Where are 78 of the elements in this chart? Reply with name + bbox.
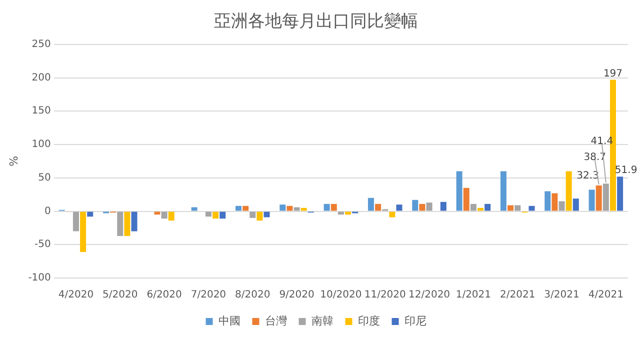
legend-label: 印度: [358, 314, 380, 328]
y-tick-label: 50: [38, 172, 51, 184]
bar: [117, 212, 124, 236]
bar: [528, 206, 535, 211]
legend-label: 南韓: [311, 314, 334, 328]
y-tick-label: 0: [44, 206, 51, 217]
bar: [463, 188, 470, 211]
bar: [588, 190, 595, 211]
legend-label: 印尼: [404, 314, 426, 328]
bar: [80, 212, 86, 252]
bar: [280, 204, 286, 211]
legend-label: 中國: [218, 314, 240, 328]
bar: [220, 212, 226, 219]
bar: [456, 171, 462, 211]
bar: [477, 208, 484, 211]
bar: [161, 212, 168, 219]
x-tick-label: 9/2020: [279, 290, 314, 301]
bar: [389, 212, 396, 218]
bar: [330, 204, 337, 211]
y-axis-title: %: [7, 156, 20, 166]
x-tick-label: 8/2020: [235, 290, 270, 301]
bar: [552, 193, 558, 211]
x-tick-label: 11/2020: [364, 290, 406, 301]
bar: [484, 204, 491, 211]
bar: [419, 204, 426, 211]
y-tick-label: 100: [32, 139, 51, 150]
bar: [300, 208, 307, 211]
bar: [368, 198, 374, 211]
bar: [596, 185, 602, 211]
y-tick-label: -50: [34, 239, 51, 250]
bar: [124, 212, 130, 236]
y-tick-label: 250: [32, 38, 51, 50]
bar: [191, 207, 198, 211]
bar: [242, 206, 249, 211]
bar: [572, 198, 579, 211]
data-label: 38.7: [584, 152, 606, 164]
x-tick-label: 3/2021: [544, 290, 580, 301]
bar: [286, 206, 293, 211]
x-tick-label: 5/2020: [102, 290, 138, 301]
chart-title: 亞洲各地每月出口同比變幅: [214, 12, 418, 32]
x-tick-label: 1/2021: [456, 290, 492, 301]
data-label: 197: [603, 68, 623, 80]
bar: [235, 206, 242, 211]
bar: [412, 200, 418, 211]
bar: [256, 212, 263, 221]
bar: [294, 207, 300, 211]
bar: [470, 204, 476, 211]
x-tick-label: 10/2020: [320, 290, 362, 301]
x-tick-label: 6/2020: [146, 290, 182, 301]
legend-label: 台灣: [264, 314, 287, 328]
bar: [72, 212, 79, 232]
bar: [514, 205, 521, 211]
bar: [264, 212, 270, 218]
x-tick-label: 4/2020: [58, 290, 94, 301]
y-tick-label: 150: [32, 106, 51, 117]
y-tick-label: 200: [32, 72, 51, 84]
x-tick-label: 4/2021: [588, 290, 624, 301]
bar: [131, 212, 138, 232]
bar: [544, 191, 551, 211]
bar: [558, 201, 565, 211]
bar: [508, 205, 514, 211]
bar: [324, 204, 330, 211]
bar: [617, 176, 624, 211]
x-tick-label: 7/2020: [190, 290, 226, 301]
bar: [168, 212, 174, 221]
bar: [212, 212, 219, 219]
y-tick-label: -100: [28, 272, 51, 284]
bar: [426, 202, 432, 211]
bar: [500, 171, 506, 211]
bar: [566, 171, 572, 211]
bar: [205, 212, 212, 217]
bar: [87, 212, 94, 217]
bar: [250, 212, 256, 218]
bar: [375, 204, 382, 211]
bar: [440, 202, 446, 211]
x-tick-label: 2/2021: [500, 290, 536, 301]
bar: [396, 204, 402, 211]
x-tick-label: 12/2020: [408, 290, 450, 301]
